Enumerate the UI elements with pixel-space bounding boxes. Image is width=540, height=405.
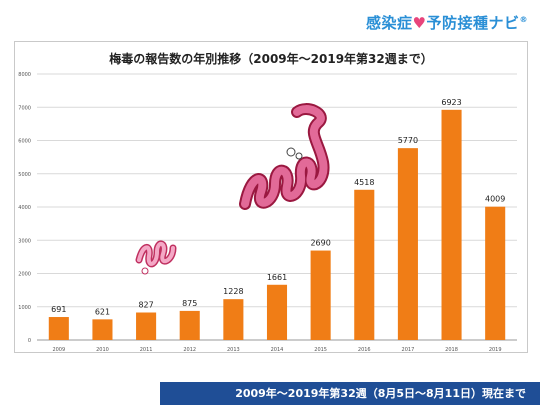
- y-tick-label: 5000: [18, 172, 31, 178]
- brand-name-part2: 予防接種ナビ: [426, 14, 520, 32]
- y-tick-label: 8000: [18, 72, 31, 78]
- brand-name-part1: 感染症: [366, 14, 413, 32]
- spirochete-small-illustration: [135, 240, 177, 275]
- y-tick-label: 2000: [18, 272, 31, 278]
- y-tick-label: 4000: [18, 205, 31, 211]
- y-tick-label: 1000: [18, 305, 31, 311]
- bar: [223, 299, 244, 340]
- data-label: 827: [138, 301, 153, 310]
- data-label: 4518: [354, 178, 374, 187]
- data-label: 2690: [310, 239, 330, 248]
- bar: [136, 312, 157, 340]
- x-tick-label: 2016: [358, 347, 371, 352]
- x-tick-label: 2019: [489, 347, 502, 352]
- data-label: 621: [95, 307, 110, 316]
- x-tick-label: 2013: [227, 347, 240, 352]
- heart-icon: ♥: [412, 14, 427, 32]
- bar: [397, 148, 418, 340]
- data-label: 1228: [223, 287, 243, 296]
- data-label: 691: [51, 305, 66, 314]
- data-label: 5770: [398, 136, 418, 145]
- brand-logo: 感染症♥予防接種ナビ®: [366, 12, 528, 33]
- chart-title: 梅毒の報告数の年別推移（2009年〜2019年第32週まで）: [109, 52, 433, 66]
- data-label: 875: [182, 299, 197, 308]
- data-label: 1661: [267, 273, 287, 282]
- data-label: 6923: [441, 98, 461, 107]
- bar: [485, 206, 506, 340]
- data-label: 4009: [485, 195, 505, 204]
- x-tick-label: 2017: [402, 347, 415, 352]
- y-tick-label: 3000: [18, 238, 31, 244]
- x-tick-label: 2012: [183, 347, 196, 352]
- spirochete-large-illustration: [239, 103, 330, 210]
- y-tick-label: 6000: [18, 139, 31, 145]
- x-tick-label: 2010: [96, 347, 109, 352]
- x-tick-label: 2014: [271, 347, 284, 352]
- x-tick-label: 2015: [314, 347, 327, 352]
- bar: [310, 250, 331, 340]
- footer-banner: 2009年～2019年第32週（8月5日～8月11日）現在まで: [160, 382, 540, 405]
- x-tick-label: 2018: [445, 347, 458, 352]
- bar: [266, 284, 288, 340]
- bar-chart: 0 1000 2000 3000 4000 5000 6000 7000 8000 691 2009…: [18, 72, 517, 352]
- y-tick-label: 0: [28, 338, 31, 344]
- x-tick-label: 2011: [140, 347, 153, 352]
- bar: [92, 319, 113, 340]
- y-tick-label: 7000: [18, 105, 31, 111]
- bar: [354, 189, 375, 340]
- registered-mark: ®: [519, 15, 528, 24]
- chart-panel: 梅毒の報告数の年別推移（2009年〜2019年第32週まで） 0 1000 2000…: [14, 41, 528, 353]
- bar: [179, 310, 200, 340]
- bar: [441, 109, 462, 341]
- x-tick-label: 2009: [52, 347, 65, 352]
- bar: [48, 317, 69, 340]
